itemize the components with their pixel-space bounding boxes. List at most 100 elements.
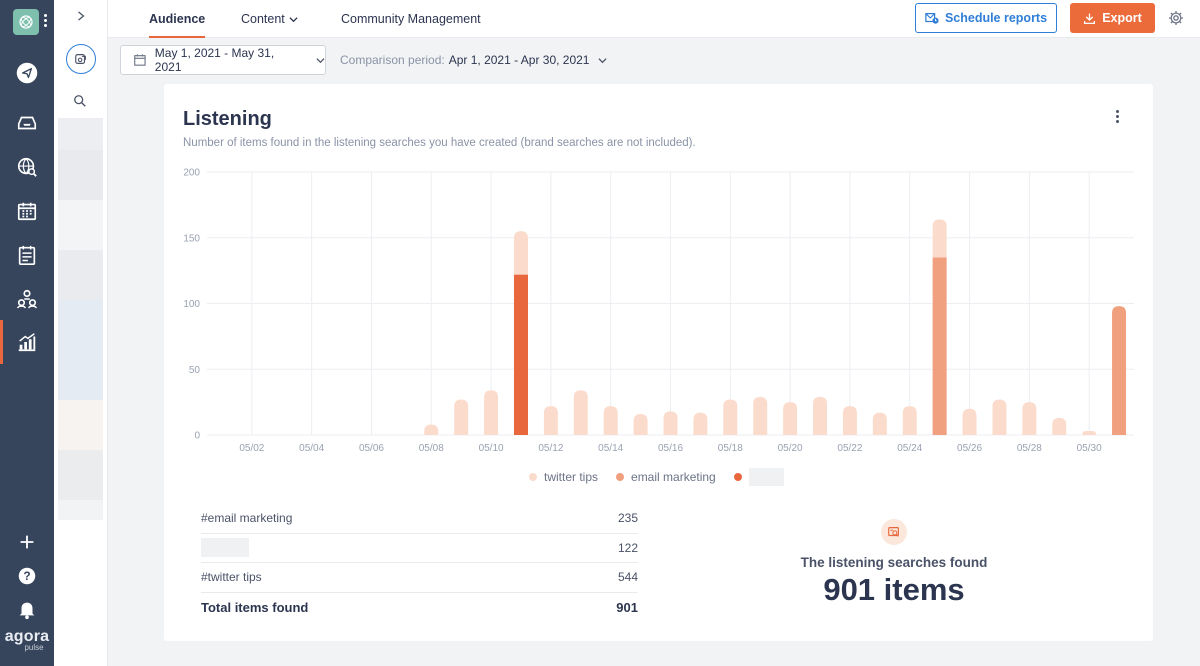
summary-label: The listening searches found xyxy=(800,555,988,570)
profile-item[interactable] xyxy=(58,118,103,150)
redacted-label xyxy=(201,538,249,558)
tab-community-management[interactable]: Community Management xyxy=(341,12,481,26)
y-tick-label: 200 xyxy=(183,168,200,179)
bar-twitter-tips xyxy=(454,399,469,435)
x-tick-label: 05/02 xyxy=(239,443,264,454)
publish-icon[interactable] xyxy=(12,58,42,88)
help-icon[interactable]: ? xyxy=(12,561,42,591)
x-tick-label: 05/30 xyxy=(1077,443,1102,454)
total-label: Total items found xyxy=(201,599,309,615)
more-options-icon[interactable] xyxy=(44,14,48,28)
legend-swatch xyxy=(529,473,537,481)
bar-twitter-tips xyxy=(1082,431,1097,435)
active-nav-indicator xyxy=(0,320,3,364)
bar-twitter-tips xyxy=(663,411,678,435)
tab-content[interactable]: Content xyxy=(241,0,298,38)
expand-sidebar-icon[interactable] xyxy=(73,7,89,25)
x-tick-label: 05/08 xyxy=(419,443,444,454)
x-tick-label: 05/16 xyxy=(658,443,683,454)
profile-item[interactable] xyxy=(58,300,103,350)
bar-twitter-tips xyxy=(424,424,439,435)
profile-item[interactable] xyxy=(58,450,103,500)
chart-legend: twitter tips email marketing xyxy=(529,468,784,486)
profile-item[interactable] xyxy=(58,200,103,250)
profile-item[interactable] xyxy=(58,350,103,400)
bar-twitter-tips xyxy=(633,413,648,435)
totals-table: #email marketing 235 122 #twitter tips 5… xyxy=(201,504,638,622)
x-tick-label: 05/22 xyxy=(837,443,862,454)
x-tick-label: 05/10 xyxy=(479,443,504,454)
x-tick-label: 05/28 xyxy=(1017,443,1042,454)
bar-twitter-tips xyxy=(783,402,798,435)
profile-item[interactable] xyxy=(58,500,103,520)
gear-icon[interactable] xyxy=(1168,10,1184,26)
calendar-icon xyxy=(134,54,146,66)
calendar-icon[interactable] xyxy=(12,196,42,226)
x-tick-label: 05/20 xyxy=(778,443,803,454)
x-tick-label: 05/04 xyxy=(299,443,324,454)
total-value: 901 xyxy=(616,599,638,615)
bar-twitter-tips xyxy=(513,231,528,275)
row-value: 122 xyxy=(617,540,638,555)
notification-bell-icon[interactable] xyxy=(12,594,42,624)
x-tick-label: 05/12 xyxy=(538,443,563,454)
bar-email-marketing xyxy=(932,257,947,435)
x-tick-label: 05/24 xyxy=(897,443,922,454)
main-navigation: ? agora pulse xyxy=(0,0,54,666)
x-tick-label: 05/14 xyxy=(598,443,623,454)
inbox-icon[interactable] xyxy=(12,108,42,138)
row-value: 544 xyxy=(617,570,638,585)
schedule-icon xyxy=(925,13,939,24)
y-tick-label: 100 xyxy=(183,299,200,310)
schedule-reports-button[interactable]: Schedule reports xyxy=(915,3,1057,33)
search-icon[interactable] xyxy=(73,94,89,110)
chevron-down-icon xyxy=(289,16,298,22)
bar-twitter-tips xyxy=(902,406,917,435)
y-tick-label: 150 xyxy=(183,233,200,244)
table-total-row: Total items found 901 xyxy=(201,593,638,623)
legend-item-twitter-tips[interactable]: twitter tips xyxy=(529,470,598,484)
brand-sub: pulse xyxy=(24,643,44,652)
bar-twitter-tips xyxy=(723,399,738,435)
bar-twitter-tips xyxy=(962,408,977,435)
comparison-value: Apr 1, 2021 - Apr 30, 2021 xyxy=(448,53,590,67)
date-range-picker[interactable]: May 1, 2021 - May 31, 2021 xyxy=(120,45,326,75)
comparison-period-selector[interactable]: Comparison period: Apr 1, 2021 - Apr 30,… xyxy=(340,45,608,75)
legend-swatch xyxy=(733,473,742,481)
table-row: #email marketing 235 xyxy=(201,504,638,534)
row-label: #email marketing xyxy=(201,511,293,526)
profile-item[interactable] xyxy=(58,400,103,450)
analytics-icon[interactable] xyxy=(12,327,42,357)
bar-twitter-tips xyxy=(573,390,588,435)
summary-value: 901 items xyxy=(823,572,965,607)
listening-bar-chart: 0 50 100 150 200 05/02 05/04 05/06 05/08 05/10 05/… xyxy=(183,168,1134,454)
team-icon[interactable] xyxy=(12,284,42,314)
add-icon[interactable] xyxy=(12,527,42,557)
reports-list-icon[interactable] xyxy=(12,240,42,270)
profile-item[interactable] xyxy=(58,250,103,300)
download-icon xyxy=(1084,13,1096,24)
tab-audience[interactable]: Audience xyxy=(149,0,206,38)
table-row: #twitter tips 544 xyxy=(201,563,638,593)
more-options-icon[interactable] xyxy=(1113,110,1121,128)
brand-logo: agora pulse xyxy=(0,628,54,652)
x-tick-label: 05/26 xyxy=(957,443,982,454)
chevron-down-icon xyxy=(598,57,608,63)
bar-twitter-tips xyxy=(992,399,1007,435)
bar-twitter-tips xyxy=(932,219,947,258)
date-range-value: May 1, 2021 - May 31, 2021 xyxy=(154,46,275,74)
bar-twitter-tips xyxy=(543,406,558,435)
legend-item-email-marketing[interactable]: email marketing xyxy=(616,470,716,484)
y-tick-label: 50 xyxy=(189,365,201,376)
app-logo-icon[interactable] xyxy=(13,9,39,35)
export-button[interactable]: Export xyxy=(1070,3,1155,33)
listening-icon[interactable] xyxy=(12,152,42,182)
top-bar: Audience Content Community Management Sc… xyxy=(108,0,1200,38)
bar-twitter-tips xyxy=(813,396,828,435)
legend-item-redacted[interactable] xyxy=(733,468,784,486)
bar-email-marketing xyxy=(1112,306,1127,435)
bar-twitter-tips xyxy=(1052,417,1067,435)
account-avatar[interactable] xyxy=(66,44,96,74)
profile-item[interactable] xyxy=(58,150,103,200)
bar-twitter-tips xyxy=(484,390,499,435)
